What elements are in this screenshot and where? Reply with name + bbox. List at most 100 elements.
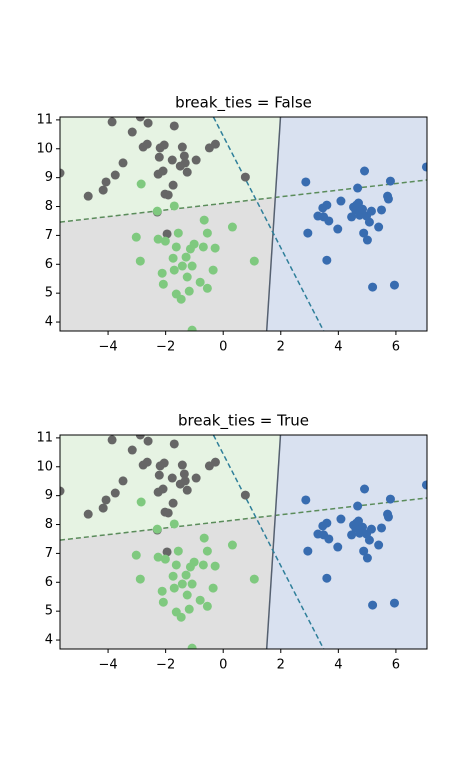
point <box>158 279 168 289</box>
point <box>364 217 374 227</box>
chart-title: break_ties = False <box>175 94 312 113</box>
point <box>187 579 197 589</box>
point <box>336 196 346 206</box>
point <box>136 179 146 189</box>
point <box>173 228 183 238</box>
point <box>374 540 384 550</box>
point <box>158 166 168 176</box>
point <box>158 597 168 607</box>
point <box>169 121 179 131</box>
point <box>195 277 205 287</box>
point <box>182 167 192 177</box>
point <box>118 476 128 486</box>
point <box>177 460 187 470</box>
point <box>135 435 145 440</box>
point <box>159 140 169 150</box>
point <box>182 272 192 282</box>
y-tick-label: 8 <box>45 199 53 214</box>
point <box>131 232 141 242</box>
point <box>195 595 205 605</box>
point <box>98 185 108 195</box>
y-tick-label: 4 <box>45 315 53 330</box>
point <box>208 265 218 275</box>
y-tick-label: 10 <box>36 141 53 156</box>
point <box>110 170 120 180</box>
point <box>158 484 168 494</box>
point <box>153 234 163 244</box>
point <box>189 239 199 249</box>
point <box>322 518 332 528</box>
point <box>301 495 311 505</box>
point <box>182 590 192 600</box>
point <box>168 180 178 190</box>
x-tick-label: 0 <box>219 658 227 673</box>
point <box>208 583 218 593</box>
point <box>142 457 152 467</box>
point <box>389 280 399 290</box>
point <box>154 470 164 480</box>
point <box>118 158 128 168</box>
point <box>322 573 332 583</box>
point <box>198 560 208 570</box>
point <box>202 283 212 293</box>
decision-line <box>60 497 427 541</box>
point <box>127 127 137 137</box>
point <box>249 256 259 266</box>
x-tick-label: 2 <box>277 340 285 355</box>
point <box>169 265 179 275</box>
y-tick-label: 11 <box>36 430 53 445</box>
plot-area <box>60 435 427 649</box>
point <box>168 498 178 508</box>
point <box>240 490 250 500</box>
point <box>210 243 220 253</box>
point <box>187 643 197 649</box>
point <box>210 139 220 149</box>
y-tick-label: 10 <box>36 459 53 474</box>
region <box>60 435 281 541</box>
plot-area <box>60 117 427 331</box>
point <box>142 139 152 149</box>
x-tick-label: −4 <box>98 340 117 355</box>
point <box>322 255 332 265</box>
point <box>368 282 378 292</box>
point <box>353 183 363 193</box>
point <box>189 557 199 567</box>
y-tick-label: 4 <box>45 633 53 648</box>
point <box>143 118 153 128</box>
point <box>421 162 427 172</box>
point <box>162 547 172 557</box>
point <box>107 117 117 127</box>
point <box>157 586 167 596</box>
point <box>301 177 311 187</box>
y-tick-label: 8 <box>45 517 53 532</box>
point <box>135 256 145 266</box>
x-tick-label: 6 <box>392 340 400 355</box>
axes-frame <box>59 116 428 332</box>
point <box>180 476 190 486</box>
region <box>266 435 427 649</box>
point <box>160 236 170 246</box>
x-tick-label: −4 <box>98 658 117 673</box>
point <box>322 200 332 210</box>
point <box>249 574 259 584</box>
y-tick-label: 6 <box>45 257 53 272</box>
point <box>389 598 399 608</box>
region <box>266 117 427 331</box>
point <box>60 486 65 496</box>
point <box>240 172 250 182</box>
point <box>154 152 164 162</box>
chart-title: break_ties = True <box>178 412 309 431</box>
point <box>168 253 178 263</box>
axes-frame <box>59 434 428 650</box>
point <box>324 216 334 226</box>
x-tick-label: 2 <box>277 658 285 673</box>
point <box>385 176 395 186</box>
point <box>179 469 189 479</box>
x-tick-label: 6 <box>392 658 400 673</box>
point <box>199 215 209 225</box>
point <box>173 546 183 556</box>
point <box>210 457 220 467</box>
point <box>347 530 357 540</box>
point <box>184 604 194 614</box>
point <box>360 166 370 176</box>
